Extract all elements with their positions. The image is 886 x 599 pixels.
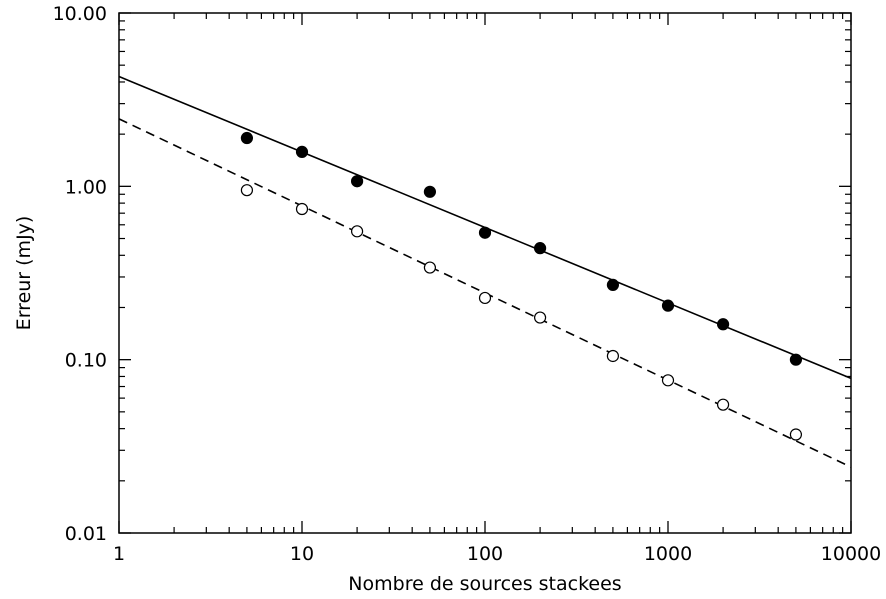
y-tick-label: 0.01 bbox=[65, 523, 107, 545]
plot-frame bbox=[118, 12, 852, 534]
y-axis-label: Erreur (mJy) bbox=[13, 216, 35, 331]
filled-data-point bbox=[789, 353, 803, 366]
filled-data-point bbox=[350, 175, 364, 188]
x-tick-label: 1000 bbox=[644, 543, 692, 565]
filled-data-point bbox=[423, 185, 437, 198]
open-data-point bbox=[478, 291, 492, 305]
open-data-point bbox=[789, 428, 803, 441]
data-points bbox=[240, 131, 803, 441]
axis-ticks bbox=[118, 12, 852, 534]
open-data-point bbox=[716, 398, 730, 411]
filled-data-point bbox=[240, 131, 254, 145]
filled-data-point bbox=[533, 242, 547, 255]
filled-data-point bbox=[716, 318, 730, 331]
tick-labels: 1 10 100 1000 10000 0.01 0.10 1.00 10.00 bbox=[53, 3, 882, 565]
x-tick-label: 10 bbox=[290, 543, 314, 565]
filled-data-point bbox=[478, 226, 492, 239]
filled-data-point bbox=[295, 145, 309, 158]
x-tick-label: 10000 bbox=[821, 543, 881, 565]
fit-lines bbox=[118, 75, 852, 468]
y-tick-label: 10.00 bbox=[53, 3, 107, 25]
y-tick-label: 1.00 bbox=[65, 176, 107, 198]
x-axis-label: Nombre de sources stackees bbox=[348, 573, 621, 595]
open-data-point bbox=[350, 225, 364, 238]
open-data-point bbox=[240, 184, 254, 197]
open-data-point bbox=[533, 311, 547, 324]
open-data-point bbox=[423, 261, 437, 274]
filled-data-point bbox=[661, 299, 675, 312]
open-data-point bbox=[661, 374, 675, 387]
x-tick-label: 100 bbox=[467, 543, 503, 565]
open-data-point bbox=[295, 202, 309, 216]
filled-data-point bbox=[606, 278, 620, 291]
y-tick-label: 0.10 bbox=[65, 350, 107, 372]
open-data-point bbox=[606, 349, 620, 363]
x-tick-label: 1 bbox=[113, 543, 125, 565]
